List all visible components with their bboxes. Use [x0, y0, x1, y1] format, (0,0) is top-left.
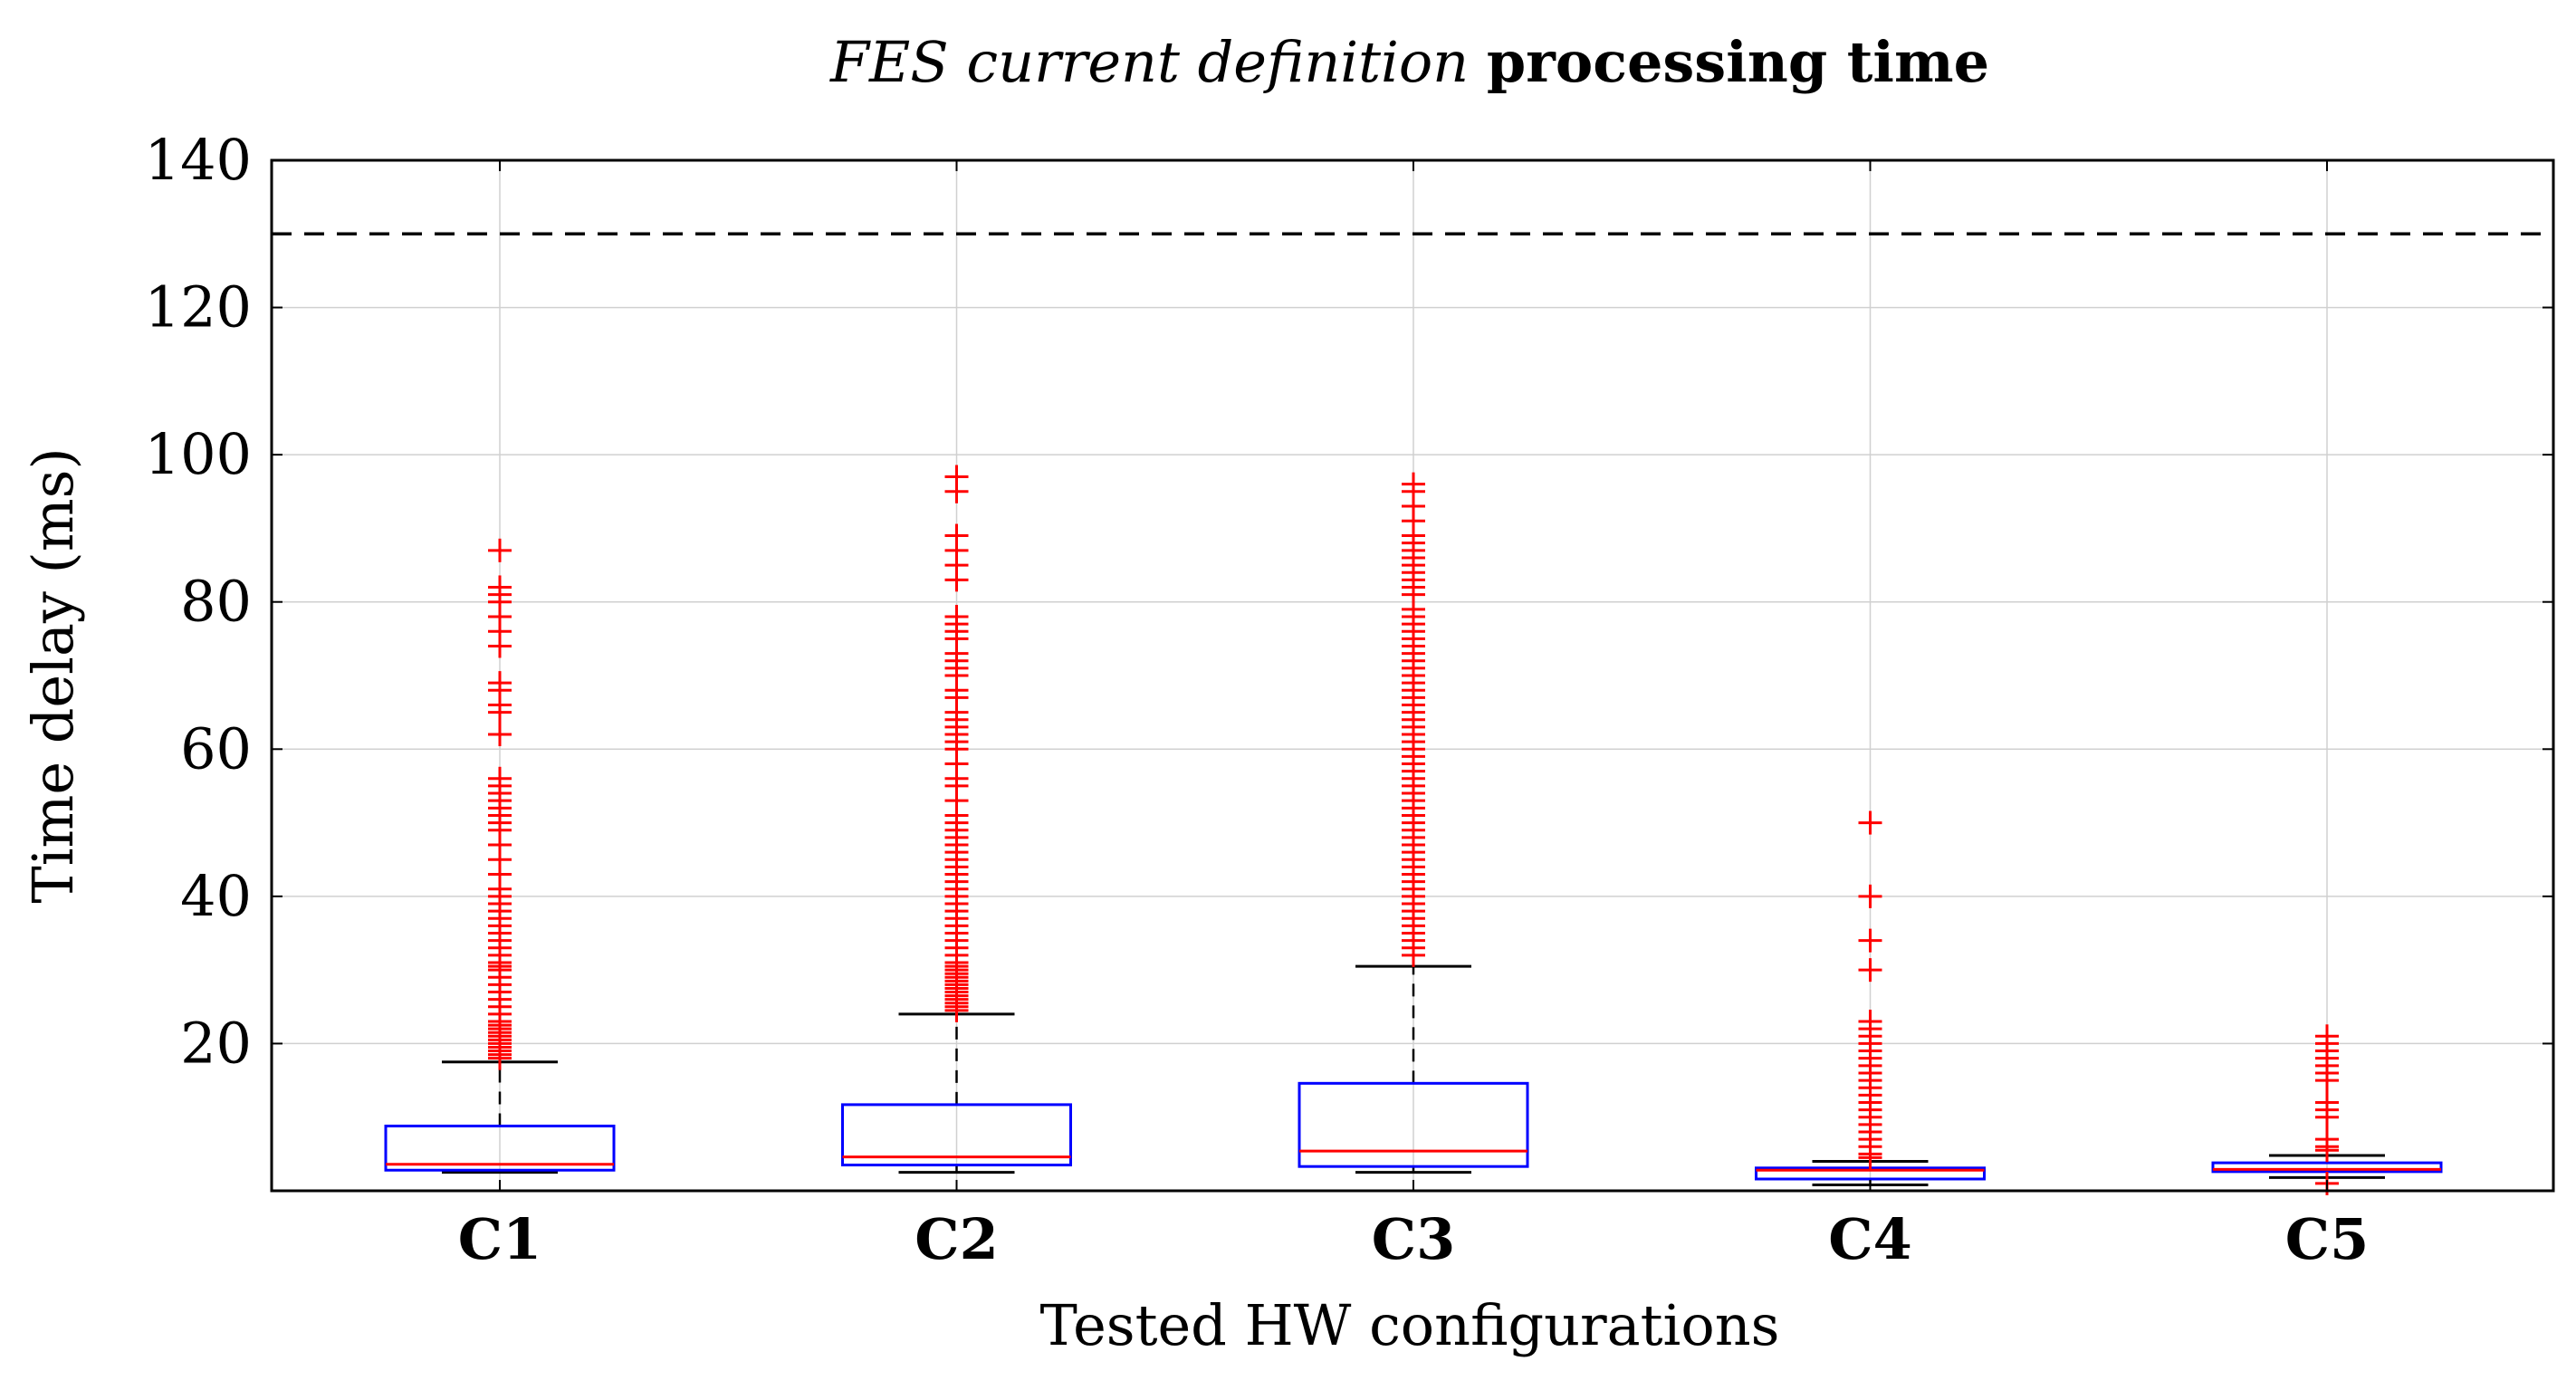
box-c3	[1298, 472, 1529, 1174]
outlier-marker	[488, 723, 512, 747]
outlier-marker	[488, 575, 512, 599]
outlier-marker	[1858, 928, 1882, 953]
outlier-marker	[1858, 810, 1882, 835]
x-category-label: C2	[915, 1206, 999, 1272]
y-tick-label: 20	[180, 1010, 252, 1076]
iqr-box	[841, 1103, 1072, 1167]
iqr-box	[1298, 1081, 1529, 1168]
x-category-label: C3	[1372, 1206, 1456, 1272]
outlier-marker	[1858, 958, 1882, 983]
y-tick-label: 100	[145, 421, 252, 487]
iqr-box	[2211, 1161, 2443, 1174]
outlier-marker	[1402, 472, 1425, 496]
y-tick-label: 140	[145, 127, 252, 193]
outlier-marker	[944, 604, 969, 628]
y-tick-label: 80	[180, 569, 252, 635]
outlier-marker	[1858, 1010, 1882, 1034]
y-tick-label: 40	[180, 863, 252, 929]
outlier-marker	[2315, 1090, 2339, 1115]
outlier-marker	[944, 523, 969, 548]
chart-title-bold: processing time	[1487, 29, 1989, 95]
outlier-marker	[2315, 1024, 2339, 1049]
x-category-label: C1	[458, 1206, 542, 1272]
y-tick-label: 120	[145, 274, 252, 340]
outlier-marker	[1858, 884, 1882, 908]
x-category-label: C5	[2285, 1206, 2370, 1272]
chart-title-italic: FES current definition	[829, 29, 1469, 95]
chart-title: FES current definition processing time	[829, 29, 1989, 95]
y-axis-label: Time delay (ms)	[20, 447, 86, 903]
outlier-marker	[2315, 1127, 2339, 1152]
x-axis-label: Tested HW configurations	[1040, 1292, 1780, 1358]
outlier-marker	[488, 766, 512, 791]
x-category-label: C4	[1828, 1206, 1912, 1272]
outlier-marker	[944, 465, 969, 489]
outlier-marker	[488, 671, 512, 695]
boxes-group	[384, 465, 2443, 1195]
y-axis-ticks: 20 40 60 80 100 120 140	[145, 127, 2553, 1076]
box-c1	[384, 538, 616, 1174]
x-axis-ticks: C1 C2 C3 C4 C5	[458, 160, 2370, 1272]
box-c2	[841, 465, 1072, 1174]
outlier-marker	[488, 538, 512, 562]
box-c5	[2211, 1024, 2443, 1195]
y-tick-label: 60	[180, 715, 252, 781]
iqr-box	[384, 1124, 616, 1172]
